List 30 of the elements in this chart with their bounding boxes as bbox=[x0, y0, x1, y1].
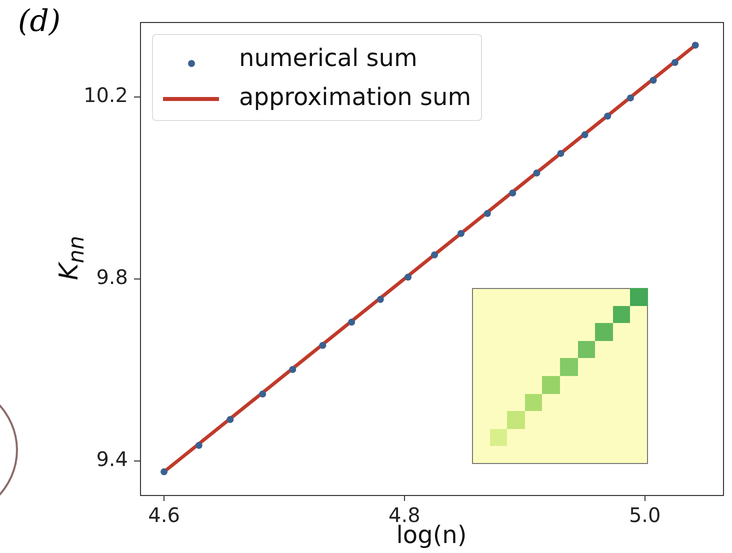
point bbox=[650, 76, 657, 84]
point bbox=[319, 342, 326, 349]
point bbox=[604, 112, 612, 120]
point bbox=[457, 230, 464, 237]
point bbox=[160, 468, 168, 476]
y-tick-label: 9.4 bbox=[96, 447, 128, 472]
chart-title: (d) bbox=[18, 4, 61, 39]
point bbox=[557, 150, 564, 157]
x-tick-label: 4.6 bbox=[148, 503, 180, 528]
point bbox=[195, 442, 202, 449]
point bbox=[404, 274, 412, 281]
point bbox=[431, 251, 438, 258]
point bbox=[376, 296, 384, 303]
x-tick-label: 5.0 bbox=[628, 503, 661, 528]
point bbox=[692, 42, 699, 49]
y-tick-label: 9.8 bbox=[96, 265, 128, 290]
point bbox=[581, 131, 588, 138]
point bbox=[671, 58, 678, 66]
point bbox=[259, 390, 266, 398]
legend-label: approximation sum bbox=[238, 82, 472, 114]
point bbox=[626, 94, 634, 102]
point bbox=[226, 416, 234, 423]
point bbox=[484, 210, 491, 217]
y-tick-label: 10.2 bbox=[83, 83, 128, 108]
point bbox=[348, 318, 356, 326]
x-axis-title: log(n) bbox=[396, 521, 467, 549]
point bbox=[509, 190, 516, 197]
legend-label: numerical sum bbox=[238, 43, 418, 74]
point bbox=[289, 366, 296, 373]
point bbox=[533, 169, 540, 176]
